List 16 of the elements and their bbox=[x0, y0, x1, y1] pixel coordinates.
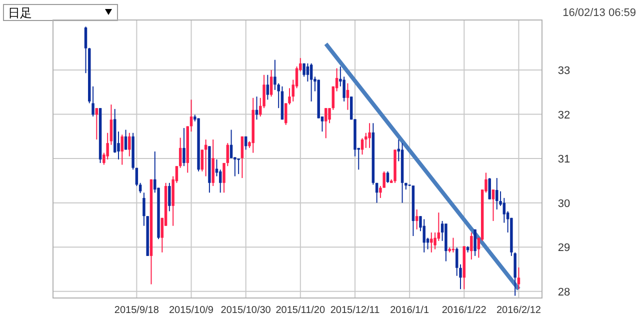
x-tick-label: 2015/11/20 bbox=[276, 305, 326, 316]
x-tick-label: 2015/9/18 bbox=[114, 305, 160, 316]
y-tick-label: 31 bbox=[558, 154, 570, 166]
x-tick-label: 2016/1/1 bbox=[390, 305, 430, 316]
y-tick-label: 32 bbox=[558, 109, 570, 122]
y-tick-label: 30 bbox=[558, 198, 570, 210]
y-tick-label: 29 bbox=[558, 242, 570, 254]
x-tick-label: 2015/12/11 bbox=[330, 305, 380, 316]
y-tick-label: 28 bbox=[558, 286, 570, 298]
y-tick-label: 33 bbox=[558, 65, 570, 78]
text: 日足 bbox=[8, 6, 32, 20]
x-tick-label: 2015/10/30 bbox=[220, 305, 272, 316]
x-tick-label: 2015/10/9 bbox=[169, 305, 214, 316]
x-tick-label: 2016/1/22 bbox=[442, 305, 487, 316]
text: 16/02/13 06:59 bbox=[562, 7, 636, 19]
x-tick-label: 2016/2/12 bbox=[496, 305, 542, 316]
